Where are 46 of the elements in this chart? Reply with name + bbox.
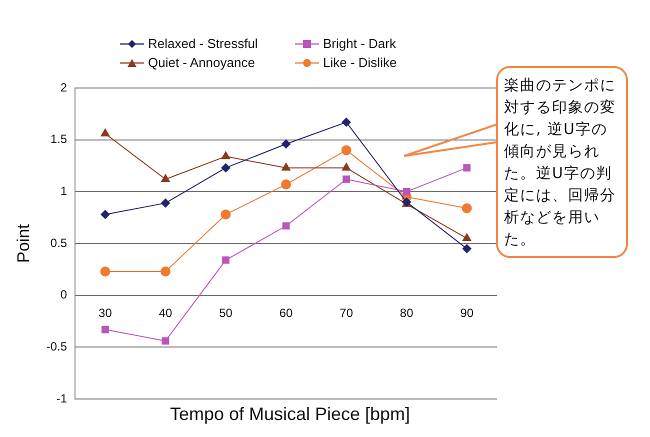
y-tick-label: 2 [60,80,68,94]
legend-label: Quiet - Annoyance [148,55,255,70]
point [160,266,170,276]
point [342,118,351,127]
y-tick-label: 0.5 [50,236,68,250]
point [402,188,410,196]
point [100,210,110,219]
point [462,233,472,242]
x-tick-label: 50 [219,306,233,320]
legend-label: Bright - Dark [323,36,396,51]
point [221,163,230,172]
point [463,164,471,172]
point [160,198,170,208]
point [462,244,472,254]
point [222,256,230,264]
y-tick-label: -0.5 [46,339,68,354]
legend-label: Relaxed - Stressful [148,36,258,51]
y-tick-label: 1.5 [50,132,68,146]
x-axis-title: Tempo of Musical Piece [bpm] [168,404,412,425]
point [162,337,170,345]
point [341,145,352,156]
point [342,162,351,171]
point [281,179,292,190]
point [462,203,472,214]
point [102,326,109,334]
x-tick-label: 40 [158,306,172,320]
y-tick-label: -1 [56,391,68,406]
x-tick-label: 80 [400,306,414,320]
point [100,266,110,276]
point [342,176,350,183]
point [161,174,170,182]
x-tick-label: 60 [279,306,294,320]
point [221,151,230,160]
x-tick-label: 70 [340,306,354,320]
point [282,139,291,148]
point [282,162,290,171]
x-tick-label: 90 [460,306,474,320]
y-tick-label: 1 [60,184,68,198]
y-tick-label: 0 [60,288,68,302]
text: 楽曲のテンポに対する印象の変化に, 逆U字の傾向が見られた。逆U字の判定には、回帰分析などを用いた。 [496,66,628,258]
point [220,209,231,220]
point [100,128,110,136]
point [282,222,290,230]
x-tick-label: 30 [98,306,112,320]
legend-label: Like - Dislike [323,55,397,70]
y-axis-title: Point [14,224,33,263]
